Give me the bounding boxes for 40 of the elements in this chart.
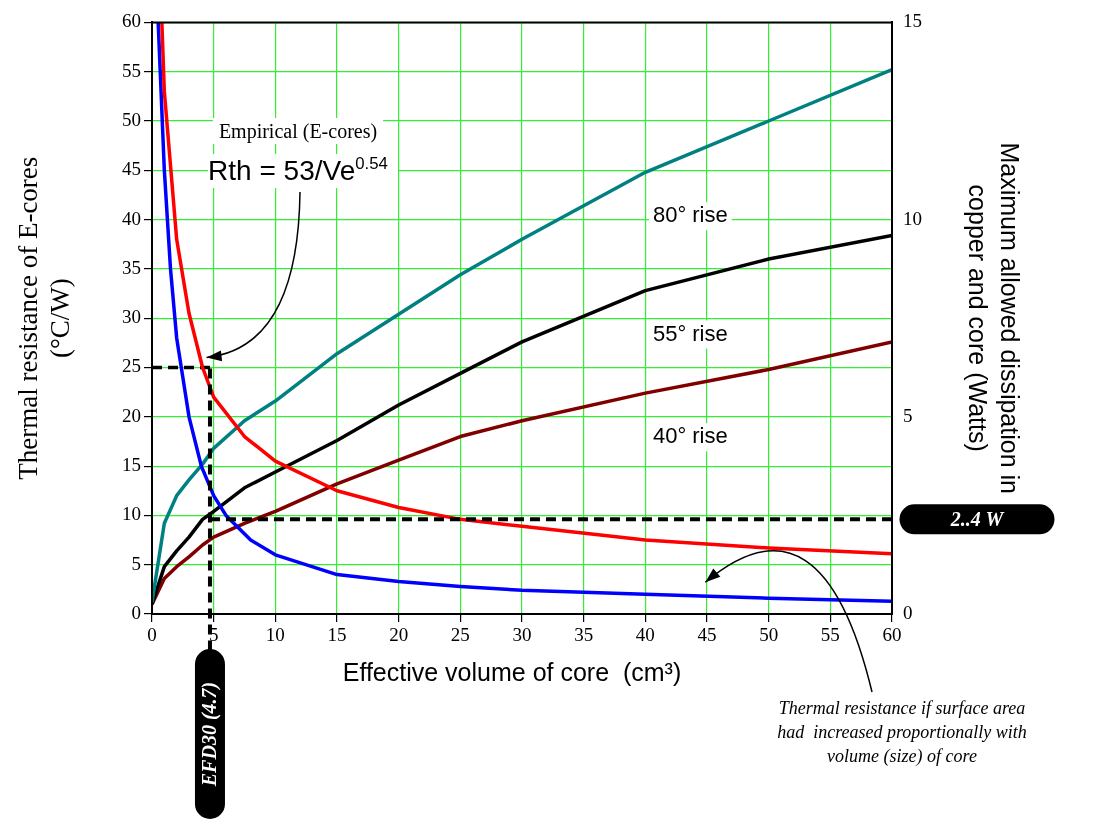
y2-tick-label: 5 (903, 404, 913, 426)
y2-tick-label: 10 (903, 207, 922, 229)
x-tick-label: 15 (327, 624, 347, 646)
y-tick-label: 25 (122, 355, 141, 377)
y-tick-label: 40 (122, 207, 141, 229)
x-tick-label: 40 (635, 624, 655, 646)
y2-axis-title: Maximum allowed dissipation in copper and core (Watts) (964, 142, 1025, 494)
y-tick-label: 50 (122, 108, 141, 130)
x-tick-label: 25 (450, 624, 470, 646)
x-tick-label: 0 (147, 624, 157, 646)
y-tick-label: 45 (122, 158, 141, 180)
y2-tick-label: 15 (903, 10, 922, 32)
y2-tick-label: 0 (903, 601, 913, 623)
y-tick-label: 0 (131, 601, 141, 623)
x-axis-title: Effective volume of core (cm³) (342, 657, 682, 686)
x-tick-label: 5 (208, 624, 219, 646)
y-tick-label: 20 (122, 404, 141, 426)
x-tick-label: 55 (820, 624, 840, 646)
x-tick-label: 35 (574, 624, 594, 646)
y-axis-title: Thermal resistance of E-cores (°C/W) (13, 156, 76, 480)
y-tick-label: 10 (122, 503, 141, 525)
text: Thermal resistance if surface area had increased proportionally with volume (size) of core (777, 698, 1027, 767)
y-tick-label: 35 (122, 256, 141, 278)
annotation: Empirical (E-cores) (218, 120, 378, 143)
y-tick-label: 15 (122, 454, 141, 476)
ref-line-label: EFD30 (4.7) (198, 681, 222, 788)
series-label: 40° rise (652, 423, 728, 449)
y-tick-label: 60 (122, 10, 141, 32)
ref-line-label: 2..4 W (949, 507, 1005, 530)
x-tick-label: 60 (882, 624, 902, 646)
x-tick-label: 10 (265, 624, 285, 646)
y-tick-label: 30 (122, 306, 141, 328)
series-label: 80° rise (652, 202, 728, 228)
y-tick-label: 55 (122, 59, 141, 81)
x-tick-label: 20 (389, 624, 409, 646)
x-tick-label: 45 (697, 624, 717, 646)
x-tick-label: 30 (512, 624, 532, 646)
series-label: 55° rise (652, 320, 728, 346)
x-tick-label: 50 (759, 624, 779, 646)
y-tick-label: 5 (131, 552, 141, 574)
